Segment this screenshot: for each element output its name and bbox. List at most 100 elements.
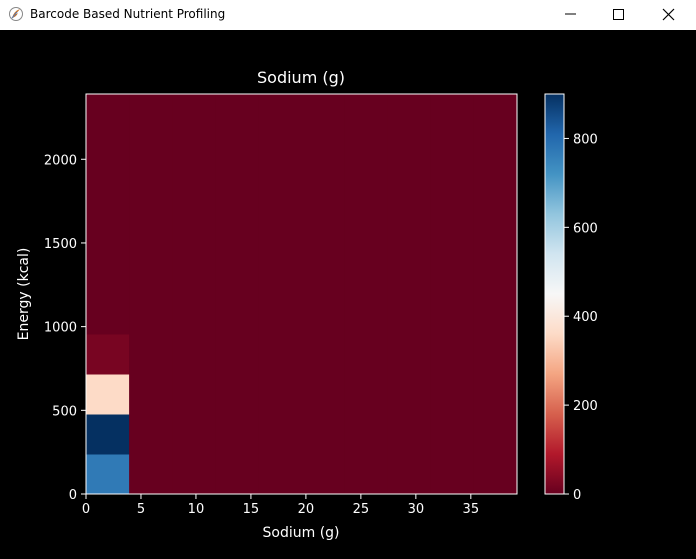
heatmap-cell [129,94,173,135]
x-tick-label: 0 [82,502,90,517]
y-tick-label: 2000 [44,153,77,168]
heatmap-cell [172,174,216,215]
heatmap-cell [301,414,346,455]
heatmap-cell [258,94,302,135]
close-icon [662,8,675,21]
heatmap-cell [344,94,389,135]
heatmap-cell [172,214,216,255]
heatmap-cell [344,374,389,415]
heatmap-cell [387,374,432,415]
heatmap-cell [344,414,389,455]
heatmap-cell [387,94,432,135]
maximize-button[interactable] [596,0,642,30]
heatmap-cell [172,374,216,415]
heatmap-cell [258,134,302,175]
heatmap-cell [172,414,216,455]
heatmap-chart: Sodium (g) 0 5 10 15 20 25 30 35 0 500 1000 1500 20… [16,68,598,541]
heatmap-cell [301,254,346,295]
y-tick-label: 1000 [44,321,77,336]
heatmap-cell [86,294,130,335]
heatmap-cell [258,334,302,375]
x-tick-label: 30 [408,502,425,517]
heatmap-cell [215,454,259,495]
heatmap-cell [129,414,173,455]
heatmap-cell [344,334,389,375]
heatmap-cell [301,454,346,495]
heatmap-cell [430,334,475,375]
y-tick-label: 0 [69,488,77,503]
chart-title: Sodium (g) [257,68,345,87]
colorbar-tick-label: 400 [573,310,598,325]
heatmap-cell [215,374,259,415]
heatmap-cell [430,254,475,295]
colorbar [544,93,565,495]
heatmap-cells [86,94,518,495]
colorbar-tick-label: 600 [573,221,598,236]
heatmap-cell [344,214,389,255]
heatmap-cell [86,94,130,135]
heatmap-cell [344,454,389,495]
heatmap-cell [387,294,432,335]
heatmap-cell [258,214,302,255]
heatmap-cell [473,454,518,495]
heatmap-cell [430,94,475,135]
heatmap-cell [129,254,173,295]
heatmap-cell [215,174,259,215]
heatmap-cell [129,134,173,175]
heatmap-cell [473,134,518,175]
heatmap-cell [129,334,173,375]
heatmap-cell [473,374,518,415]
heatmap-cell [473,334,518,375]
heatmap-cell [129,374,173,415]
heatmap-cell [344,174,389,215]
plot-area: Sodium (g) 0 5 10 15 20 25 30 35 0 500 1000 1500 20… [0,30,696,555]
heatmap-cell [473,94,518,135]
colorbar-ticks: 0 200 400 600 800 [564,132,598,503]
heatmap-cell [258,174,302,215]
minimize-button[interactable] [548,0,594,30]
heatmap-cell [86,374,130,415]
x-tick-label: 35 [463,502,480,517]
heatmap-cell [129,214,173,255]
colorbar-tick-label: 0 [573,488,581,503]
heatmap-cell [301,374,346,415]
y-tick-label: 1500 [44,237,77,252]
heatmap-cell [430,374,475,415]
heatmap-cell [215,414,259,455]
heatmap-cell [172,94,216,135]
x-tick-label: 25 [353,502,370,517]
heatmap-cell [172,294,216,335]
heatmap-cell [387,174,432,215]
close-button[interactable] [646,0,692,30]
heatmap-cell [86,254,130,295]
window-title: Barcode Based Nutrient Profiling [30,7,226,21]
x-axis-ticks: 0 5 10 15 20 25 30 35 [82,494,479,517]
heatmap-cell [301,214,346,255]
heatmap-cell [301,134,346,175]
heatmap-cell [430,454,475,495]
heatmap-cell [172,334,216,375]
heatmap-cell [344,134,389,175]
heatmap-cell [387,454,432,495]
heatmap-cell [258,454,302,495]
heatmap-cell [387,414,432,455]
heatmap-cell [473,414,518,455]
heatmap-cell [86,414,130,455]
y-axis-ticks: 0 500 1000 1500 2000 [44,153,86,503]
heatmap-cell [387,214,432,255]
heatmap-cell [344,294,389,335]
heatmap-cell [430,294,475,335]
heatmap-cell [344,254,389,295]
x-tick-label: 10 [188,502,205,517]
minimize-icon [565,13,576,15]
heatmap-cell [215,294,259,335]
title-bar[interactable]: Barcode Based Nutrient Profiling [0,0,696,30]
heatmap-cell [387,334,432,375]
heatmap-cell [473,214,518,255]
heatmap-cell [172,254,216,295]
heatmap-cell [258,254,302,295]
heatmap-cell [387,134,432,175]
heatmap-cell [258,414,302,455]
heatmap-cell [86,174,130,215]
